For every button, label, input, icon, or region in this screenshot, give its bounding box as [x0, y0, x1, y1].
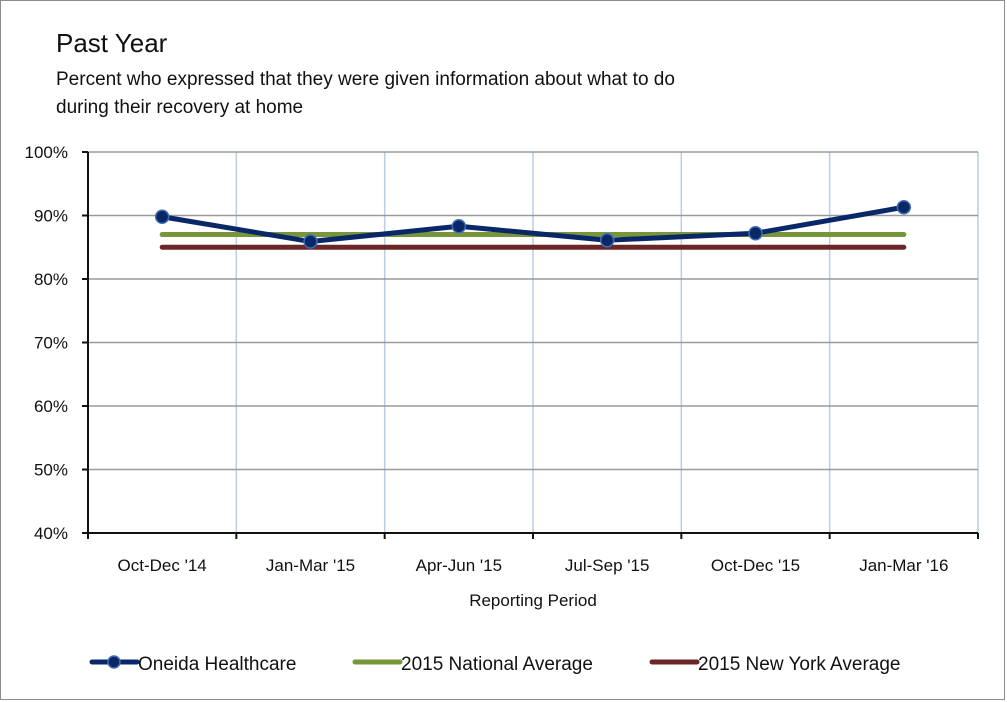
series-points: [154, 199, 912, 249]
data-point: [896, 199, 912, 215]
legend-label: Oneida Healthcare: [138, 654, 296, 675]
x-tick-labels: Oct-Dec '14 Jan-Mar '15 Apr-Jun '15 Jul-Sep…: [118, 556, 949, 575]
data-point: [599, 233, 615, 248]
y-tick-label: 50%: [34, 461, 68, 480]
y-tick-label: 90%: [34, 207, 68, 226]
axes: [82, 151, 979, 539]
y-tick-label: 60%: [34, 397, 68, 416]
x-tick-label: Oct-Dec '15: [711, 556, 800, 575]
data-point: [154, 209, 170, 225]
legend-label: 2015 National Average: [401, 654, 593, 675]
series-line-oneida-healthcare: [159, 204, 907, 245]
data-point: [748, 226, 763, 241]
legend: Oneida Healthcare 2015 National Average 20…: [89, 654, 900, 675]
y-tick-label: 40%: [34, 524, 68, 543]
y-tick-label: 70%: [34, 334, 68, 353]
subtitle-line-2: during their recovery at home: [56, 97, 304, 118]
x-tick-label: Oct-Dec '14: [118, 556, 207, 575]
data-point: [303, 234, 318, 249]
legend-marker: [107, 655, 121, 669]
series-lines: [159, 204, 907, 250]
y-tick-label: 100%: [25, 143, 68, 162]
x-axis-title: Reporting Period: [469, 591, 597, 610]
chart-subtitle: Percent who expressed that they were giv…: [56, 66, 856, 122]
y-tick-label: 80%: [34, 270, 68, 289]
x-tick-label: Jul-Sep '15: [565, 556, 650, 575]
gridlines: [88, 151, 979, 533]
x-tick-label: Jan-Mar '15: [266, 556, 355, 575]
legend-label: 2015 New York Average: [698, 654, 900, 675]
y-tick-labels: 40% 50% 60% 70% 80% 90% 100%: [25, 143, 68, 543]
data-point: [451, 219, 467, 234]
x-tick-label: Jan-Mar '16: [859, 556, 948, 575]
subtitle-line-1: Percent who expressed that they were giv…: [56, 69, 675, 90]
chart-title: Past Year: [56, 28, 168, 58]
x-tick-label: Apr-Jun '15: [416, 556, 502, 575]
